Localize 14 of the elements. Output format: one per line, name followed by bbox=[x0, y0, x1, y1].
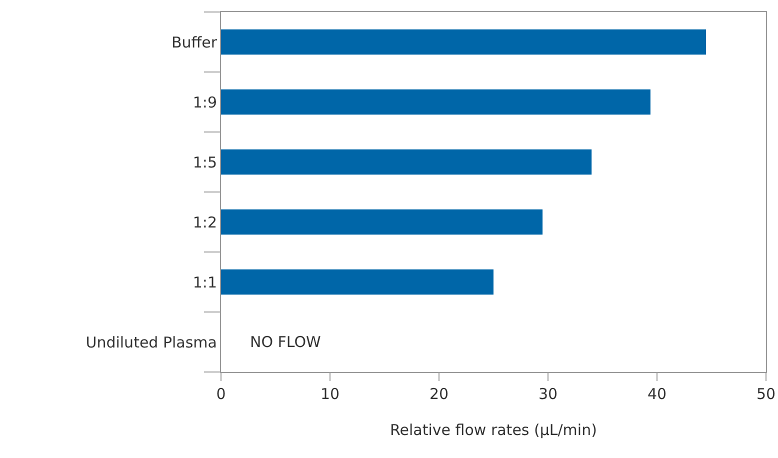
y-tick-label: 1:9 bbox=[192, 93, 217, 112]
annotation: NO FLOW bbox=[250, 333, 322, 351]
x-tick-label: 30 bbox=[538, 385, 558, 403]
y-tick-label: 1:5 bbox=[192, 153, 217, 172]
x-axis-title: Relative flow rates (µL/min) bbox=[390, 421, 597, 439]
x-tick-label: 20 bbox=[429, 385, 449, 403]
x-tick-label: 10 bbox=[320, 385, 340, 403]
y-tick-label: 1:2 bbox=[192, 213, 217, 232]
y-tick-label: Undiluted Plasma bbox=[86, 333, 217, 352]
y-tick-label: 1:1 bbox=[192, 273, 217, 292]
y-tick-label: Buffer bbox=[171, 33, 218, 52]
x-tick-label: 40 bbox=[647, 385, 667, 403]
x-tick-label: 0 bbox=[216, 385, 226, 403]
x-tick-label: 50 bbox=[756, 385, 776, 403]
